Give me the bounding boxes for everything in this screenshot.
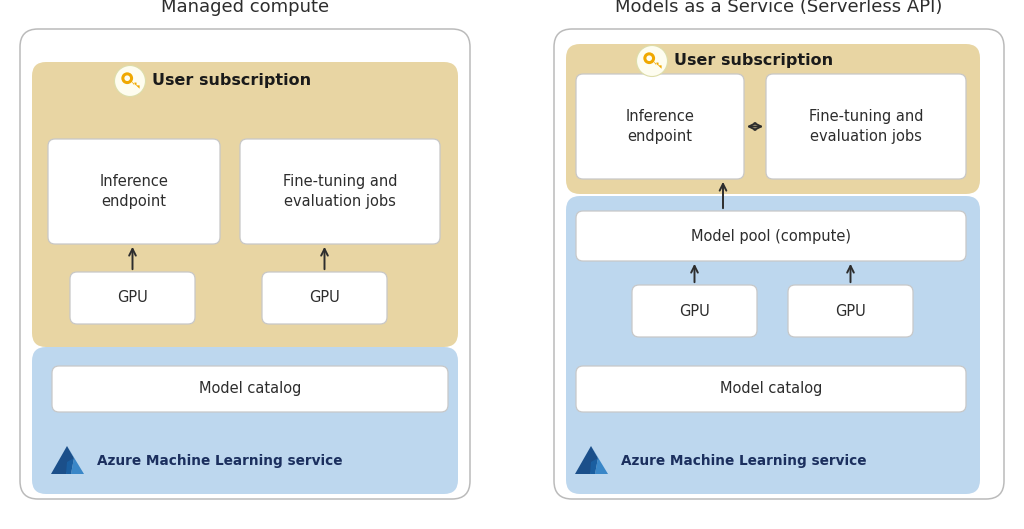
FancyBboxPatch shape	[575, 74, 744, 179]
Polygon shape	[51, 446, 74, 474]
Polygon shape	[590, 458, 598, 474]
Text: User subscription: User subscription	[674, 53, 834, 68]
Text: GPU: GPU	[836, 304, 866, 318]
Text: Fine-tuning and
evaluation jobs: Fine-tuning and evaluation jobs	[283, 174, 397, 209]
FancyBboxPatch shape	[566, 44, 980, 194]
FancyBboxPatch shape	[554, 29, 1004, 499]
FancyBboxPatch shape	[788, 285, 913, 337]
Polygon shape	[130, 80, 139, 89]
FancyBboxPatch shape	[32, 62, 458, 347]
Text: Azure Machine Learning service: Azure Machine Learning service	[621, 454, 866, 468]
Text: Inference
endpoint: Inference endpoint	[99, 174, 168, 209]
FancyBboxPatch shape	[262, 272, 387, 324]
Polygon shape	[575, 446, 598, 474]
FancyBboxPatch shape	[20, 29, 470, 499]
Text: Azure Machine Learning service: Azure Machine Learning service	[97, 454, 342, 468]
Text: Model catalog: Model catalog	[199, 381, 301, 397]
Text: Model pool (compute): Model pool (compute)	[691, 229, 851, 243]
Text: GPU: GPU	[679, 304, 710, 318]
Circle shape	[121, 72, 133, 84]
FancyBboxPatch shape	[632, 285, 757, 337]
Circle shape	[124, 76, 130, 81]
Circle shape	[637, 45, 668, 77]
Text: Models as a Service (Serverless API): Models as a Service (Serverless API)	[615, 0, 943, 16]
Text: User subscription: User subscription	[152, 74, 311, 88]
FancyBboxPatch shape	[52, 366, 449, 412]
Circle shape	[643, 52, 655, 64]
Text: GPU: GPU	[309, 290, 340, 306]
Polygon shape	[66, 458, 74, 474]
Text: GPU: GPU	[117, 290, 147, 306]
Polygon shape	[591, 446, 608, 474]
FancyBboxPatch shape	[766, 74, 966, 179]
FancyBboxPatch shape	[32, 347, 458, 494]
Text: Model catalog: Model catalog	[720, 381, 822, 397]
Circle shape	[646, 56, 652, 61]
Text: Managed compute: Managed compute	[161, 0, 329, 16]
FancyBboxPatch shape	[575, 366, 966, 412]
FancyBboxPatch shape	[575, 211, 966, 261]
Text: Inference
endpoint: Inference endpoint	[626, 109, 694, 144]
FancyBboxPatch shape	[48, 139, 220, 244]
FancyBboxPatch shape	[240, 139, 440, 244]
Circle shape	[115, 66, 145, 96]
FancyBboxPatch shape	[566, 196, 980, 494]
Polygon shape	[67, 446, 84, 474]
FancyBboxPatch shape	[70, 272, 195, 324]
Text: Fine-tuning and
evaluation jobs: Fine-tuning and evaluation jobs	[809, 109, 924, 144]
Polygon shape	[652, 60, 662, 69]
